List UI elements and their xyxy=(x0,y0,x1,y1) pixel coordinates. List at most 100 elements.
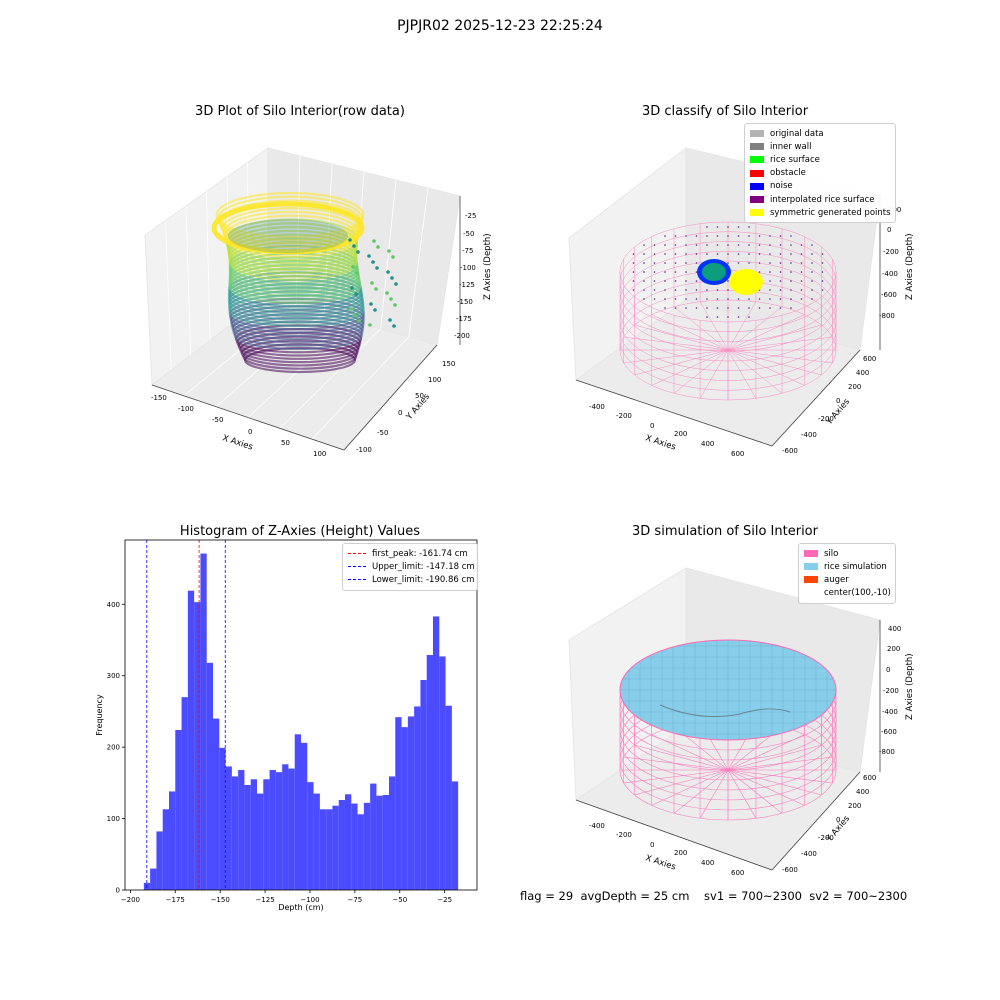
simulation-ztick: 0 xyxy=(886,666,890,674)
raw-ztick: -25 xyxy=(465,212,476,220)
histogram-bar xyxy=(150,868,157,890)
raw-z-axis-label: Z Axies (Depth) xyxy=(483,233,493,300)
legend-entry: obstacle xyxy=(750,167,890,180)
histogram-x-tick-label: −175 xyxy=(166,896,185,904)
histogram-bar xyxy=(301,742,308,890)
simulation-xtick: 200 xyxy=(674,849,687,857)
legend-line xyxy=(348,553,366,555)
histogram-bar xyxy=(219,747,226,890)
simulation-xtick: 0 xyxy=(650,841,654,849)
histogram-bar xyxy=(389,776,396,890)
histogram-bar xyxy=(294,734,301,890)
histogram-bar xyxy=(313,793,320,890)
simulation-ztick: 400 xyxy=(888,625,901,633)
simulation-ytick: -200 xyxy=(818,834,834,842)
raw-ztick: -75 xyxy=(462,247,473,255)
simulation-z-axis-label: Z Axies (Depth) xyxy=(905,653,915,720)
raw-ztick: -100 xyxy=(460,264,476,272)
legend-entry: first_peak: -161.74 cm xyxy=(348,547,472,560)
histogram-y-tick-label: 0 xyxy=(116,887,120,895)
classify-plot-title: 3D classify of Silo Interior xyxy=(641,104,809,119)
simulation-xtick: -400 xyxy=(589,822,605,830)
classify-xtick: 400 xyxy=(701,440,714,448)
legend-entry: auger xyxy=(804,573,890,586)
classify-z-axis-label: Z Axies (Depth) xyxy=(905,233,915,300)
classify-xtick: -400 xyxy=(589,403,605,411)
raw-ytick: 100 xyxy=(428,376,441,384)
classify-silo-wireframe xyxy=(619,221,837,401)
simulation-ztick: -200 xyxy=(883,687,899,695)
simulation-3d-plot: -400 -200 0 200 400 600 -600 -400 -200 0… xyxy=(568,567,915,877)
histogram-bar xyxy=(395,717,402,890)
legend-swatch xyxy=(750,130,764,138)
raw-point-cloud xyxy=(211,191,398,374)
raw-ytick: -50 xyxy=(377,429,388,437)
legend-swatch xyxy=(804,563,818,571)
histogram-y-tick-label: 200 xyxy=(107,744,120,752)
simulation-xtick: 600 xyxy=(731,869,744,877)
histogram-bar xyxy=(363,802,371,890)
histogram-bar xyxy=(275,772,283,890)
histogram-x-tick-label: −75 xyxy=(347,896,362,904)
legend-entry: rice surface xyxy=(750,153,890,166)
simulation-xtick: 400 xyxy=(701,859,714,867)
legend-entry: Lower_limit: -190.86 cm xyxy=(348,573,474,586)
histogram-bar xyxy=(257,793,264,890)
legend-swatch xyxy=(750,209,764,217)
legend-entry: inner wall xyxy=(750,140,890,153)
simulation-ytick: 600 xyxy=(863,774,876,782)
raw-ztick: -50 xyxy=(463,230,474,238)
simulation-ytick: 400 xyxy=(856,788,869,796)
histogram-x-tick-label: −25 xyxy=(437,896,452,904)
legend-swatch xyxy=(804,576,818,584)
simulation-ztick: -600 xyxy=(881,728,897,736)
histogram-x-tick-label: −200 xyxy=(121,896,140,904)
histogram-bar xyxy=(370,783,377,890)
raw-ytick: -100 xyxy=(356,446,372,454)
status-footer: flag = 29 avgDepth = 25 cm sv1 = 700~230… xyxy=(520,889,908,903)
raw-plot-title: 3D Plot of Silo Interior(row data) xyxy=(195,104,405,119)
simulation-legend: silo rice simulation auger center(100,-1… xyxy=(798,543,896,604)
histogram-bar xyxy=(206,662,213,890)
simulation-auger-trace xyxy=(659,704,791,718)
simulation-xtick: -200 xyxy=(616,831,632,839)
classify-ztick: 0 xyxy=(887,226,891,234)
legend-entry: interpolated rice surface xyxy=(750,193,890,206)
legend-swatch xyxy=(750,156,764,164)
legend-swatch xyxy=(804,550,818,558)
simulation-ztick: -800 xyxy=(879,748,895,756)
histogram-bar xyxy=(307,782,314,890)
histogram-bar xyxy=(332,805,339,890)
classify-ztick: -200 xyxy=(883,248,899,256)
histogram-bar xyxy=(420,680,427,890)
classify-ytick: -200 xyxy=(818,415,834,423)
simulation-ytick: -600 xyxy=(782,866,798,874)
raw-ztick: -125 xyxy=(459,281,475,289)
classify-ytick: -600 xyxy=(782,447,798,455)
histogram-y-tick-label: 400 xyxy=(107,601,120,609)
histogram-bar xyxy=(414,706,421,890)
histogram-bar xyxy=(200,553,207,890)
legend-entry: silo xyxy=(804,547,890,560)
classify-3d-plot: -400 -200 0 200 400 600 -600 -400 -200 0… xyxy=(568,146,915,458)
figure-title: PJPJR02 2025-12-23 22:25:24 xyxy=(397,18,603,34)
legend-entry: rice simulation xyxy=(804,560,890,573)
simulation-ytick: -400 xyxy=(801,850,817,858)
histogram-chart: −200 −175 −150 −125 −100 −75 −50 −25 0 100 200 300… xyxy=(95,539,478,912)
classify-ztick: -600 xyxy=(881,291,897,299)
raw-axes xyxy=(151,196,461,451)
raw-ztick: -150 xyxy=(457,298,473,306)
histogram-bar xyxy=(231,776,239,890)
histogram-bars xyxy=(143,553,459,890)
histogram-bar xyxy=(407,716,415,890)
histogram-bar xyxy=(162,809,169,890)
histogram-bar xyxy=(250,779,257,890)
raw-xtick: -100 xyxy=(178,405,194,413)
classify-legend: original data inner wall rice surface ob… xyxy=(744,123,896,224)
legend-line xyxy=(348,579,366,581)
classify-ytick: 400 xyxy=(856,369,869,377)
raw-ztick: -175 xyxy=(456,315,472,323)
simulation-ytick: 0 xyxy=(836,816,840,824)
classify-ytick: 0 xyxy=(836,397,840,405)
legend-swatch xyxy=(750,182,764,190)
